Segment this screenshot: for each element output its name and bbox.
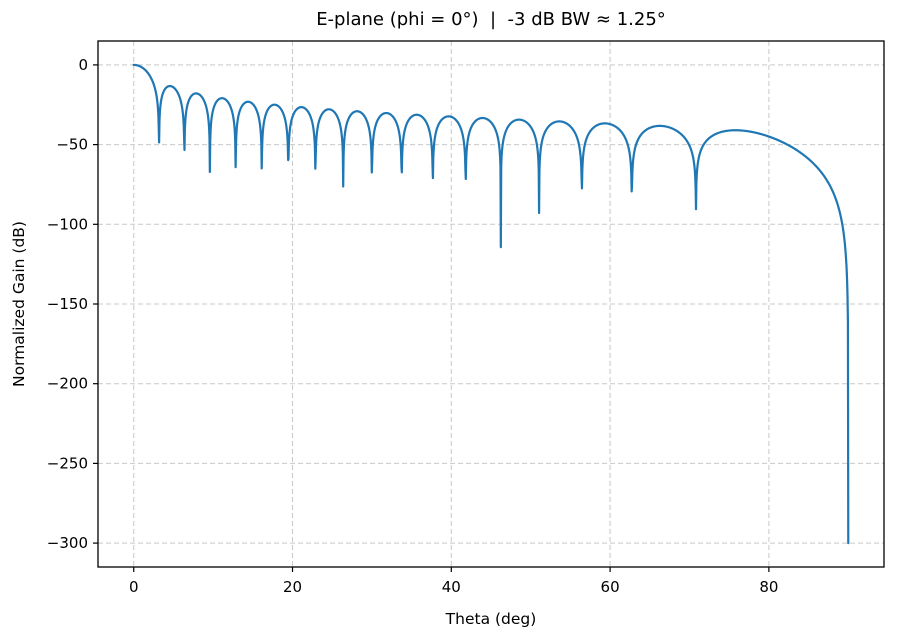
tick-layer: 0 20 40 60 80 0 −50 −100 −150 −200 −250 −300 [47, 56, 779, 596]
y-tick-label: 0 [78, 56, 88, 74]
x-tick-label: 20 [283, 578, 302, 596]
y-tick-label: −100 [47, 215, 88, 233]
gain-curve [132, 63, 850, 545]
x-tick-label: 0 [129, 578, 139, 596]
grid-layer [98, 41, 884, 567]
x-tick-label: 40 [442, 578, 461, 596]
y-tick-label: −200 [47, 375, 88, 393]
y-tick-label: −50 [56, 136, 88, 154]
y-tick-label: −150 [47, 295, 88, 313]
series-layer [132, 63, 850, 545]
y-axis-label: Normalized Gain (dB) [10, 221, 28, 387]
y-tick-label: −250 [47, 454, 88, 472]
chart-title: E-plane (phi = 0°) | -3 dB BW ≈ 1.25° [316, 9, 666, 30]
y-tick-label: −300 [47, 534, 88, 552]
x-axis-label: Theta (deg) [445, 610, 537, 628]
x-tick-label: 60 [601, 578, 620, 596]
x-tick-label: 80 [759, 578, 778, 596]
